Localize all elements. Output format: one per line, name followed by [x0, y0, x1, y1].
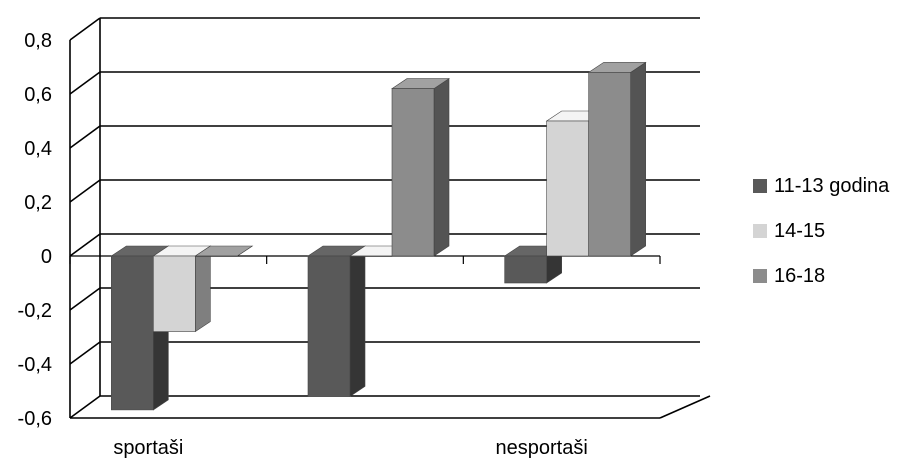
- bar: [307, 245, 366, 397]
- legend-item: 16-18: [753, 265, 825, 287]
- gridline-depth: [69, 341, 101, 365]
- gridline-depth: [69, 17, 101, 41]
- bar: [391, 78, 450, 257]
- y-tick-label: -0,2: [18, 300, 52, 322]
- x-category-label: nesportaši: [496, 437, 588, 459]
- bar-side-face: [195, 245, 211, 333]
- legend-label: 16-18: [774, 265, 825, 287]
- gridline-depth: [69, 179, 101, 203]
- legend-swatch: [753, 179, 767, 193]
- gridline-depth: [69, 287, 101, 311]
- y-tick-label: 0,2: [24, 192, 52, 214]
- bar: [194, 245, 254, 257]
- legend-item: 11-13 godina: [753, 175, 890, 197]
- legend: 11-13 godina 14-15 16-18: [753, 175, 890, 287]
- bar-front-face: [111, 255, 154, 411]
- legend-label: 11-13 godina: [774, 175, 890, 197]
- bar: [587, 61, 647, 257]
- bar-front-face: [588, 72, 631, 257]
- bar-front-face: [307, 255, 351, 397]
- gridline-depth: [69, 125, 101, 149]
- y-tick-label: -0,4: [18, 354, 52, 376]
- y-tick-label: 0,8: [24, 30, 52, 52]
- legend-swatch: [753, 269, 767, 283]
- bar-front-face: [153, 255, 196, 332]
- y-tick-label: 0,4: [24, 138, 52, 160]
- y-tick-label: 0,6: [24, 84, 52, 106]
- bar: [152, 245, 212, 333]
- gridline-depth: [69, 233, 101, 257]
- x-category-label: sportaši: [113, 437, 183, 459]
- legend-label: 14-15: [774, 220, 825, 242]
- bar-side-face: [630, 61, 646, 257]
- bar-front-face: [349, 255, 393, 257]
- gridline-depth: [69, 395, 101, 419]
- bar-front-face: [546, 120, 589, 257]
- legend-swatch: [753, 224, 767, 238]
- bar-front-face: [504, 255, 547, 284]
- x-axis-categories: sportaši nesportaši: [113, 437, 587, 459]
- legend-item: 14-15: [753, 220, 825, 242]
- floor-right-edge: [659, 395, 711, 419]
- bars-layer: [110, 61, 647, 411]
- gridline-depth: [69, 71, 101, 95]
- bar-side-face: [433, 78, 450, 257]
- y-tick-label: 0: [41, 246, 52, 268]
- y-tick-label: -0,6: [18, 408, 52, 430]
- bar-front-face: [391, 88, 435, 257]
- bar-front-face: [195, 255, 238, 257]
- bar-side-face: [349, 245, 366, 397]
- y-axis-ticks: 0,8 0,6 0,4 0,2 0 -0,2 -0,4 -0,6: [18, 30, 52, 430]
- bar: [110, 245, 170, 411]
